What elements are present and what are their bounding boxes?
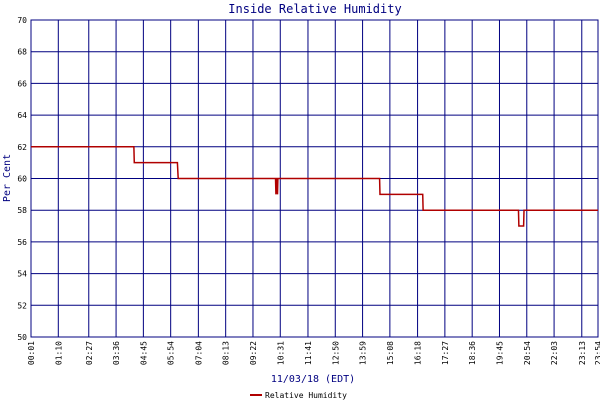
y-tick-label: 50 — [17, 333, 27, 342]
x-axis-label: 11/03/18 (EDT) — [271, 374, 355, 385]
x-tick-label: 18:36 — [468, 341, 477, 365]
x-tick-label: 02:27 — [85, 341, 94, 365]
x-tick-label: 23:54 — [594, 341, 600, 365]
legend-label: Relative Humidity — [265, 391, 347, 400]
x-tick-label: 08:13 — [222, 341, 231, 365]
x-tick-label: 13:59 — [359, 341, 368, 365]
y-tick-label: 58 — [17, 206, 27, 215]
y-tick-label: 54 — [17, 270, 27, 279]
x-tick-label: 07:04 — [194, 341, 203, 365]
x-tick-label: 17:27 — [441, 341, 450, 365]
x-tick-label: 05:54 — [167, 341, 176, 365]
x-tick-label: 09:22 — [249, 341, 258, 365]
x-tick-label: 23:13 — [578, 341, 587, 365]
x-tick-label: 01:10 — [54, 341, 63, 365]
y-tick-label: 60 — [17, 175, 27, 184]
y-tick-label: 52 — [17, 301, 27, 310]
y-tick-label: 64 — [17, 111, 27, 120]
plot-border — [30, 19, 599, 338]
y-tick-label: 70 — [17, 16, 27, 25]
x-tick-label: 16:18 — [414, 341, 423, 365]
y-tick-label: 56 — [17, 238, 27, 247]
y-tick-label: 66 — [17, 79, 27, 88]
y-tick-label: 62 — [17, 143, 27, 152]
x-tick-label: 12:50 — [331, 341, 340, 365]
x-tick-label: 10:31 — [276, 341, 285, 365]
x-tick-label: 04:45 — [139, 341, 148, 365]
y-tick-label: 68 — [17, 48, 27, 57]
x-tick-label: 22:03 — [550, 341, 559, 365]
chart-title: Inside Relative Humidity — [228, 2, 401, 16]
x-tick-label: 11:41 — [304, 341, 313, 365]
x-tick-label: 00:01 — [27, 341, 36, 365]
y-axis-label: Per Cent — [2, 154, 13, 202]
x-tick-label: 20:54 — [523, 341, 532, 365]
x-tick-label: 15:08 — [386, 341, 395, 365]
x-tick-label: 03:36 — [112, 341, 121, 365]
x-tick-label: 19:45 — [495, 341, 504, 365]
data-line — [31, 146, 598, 227]
